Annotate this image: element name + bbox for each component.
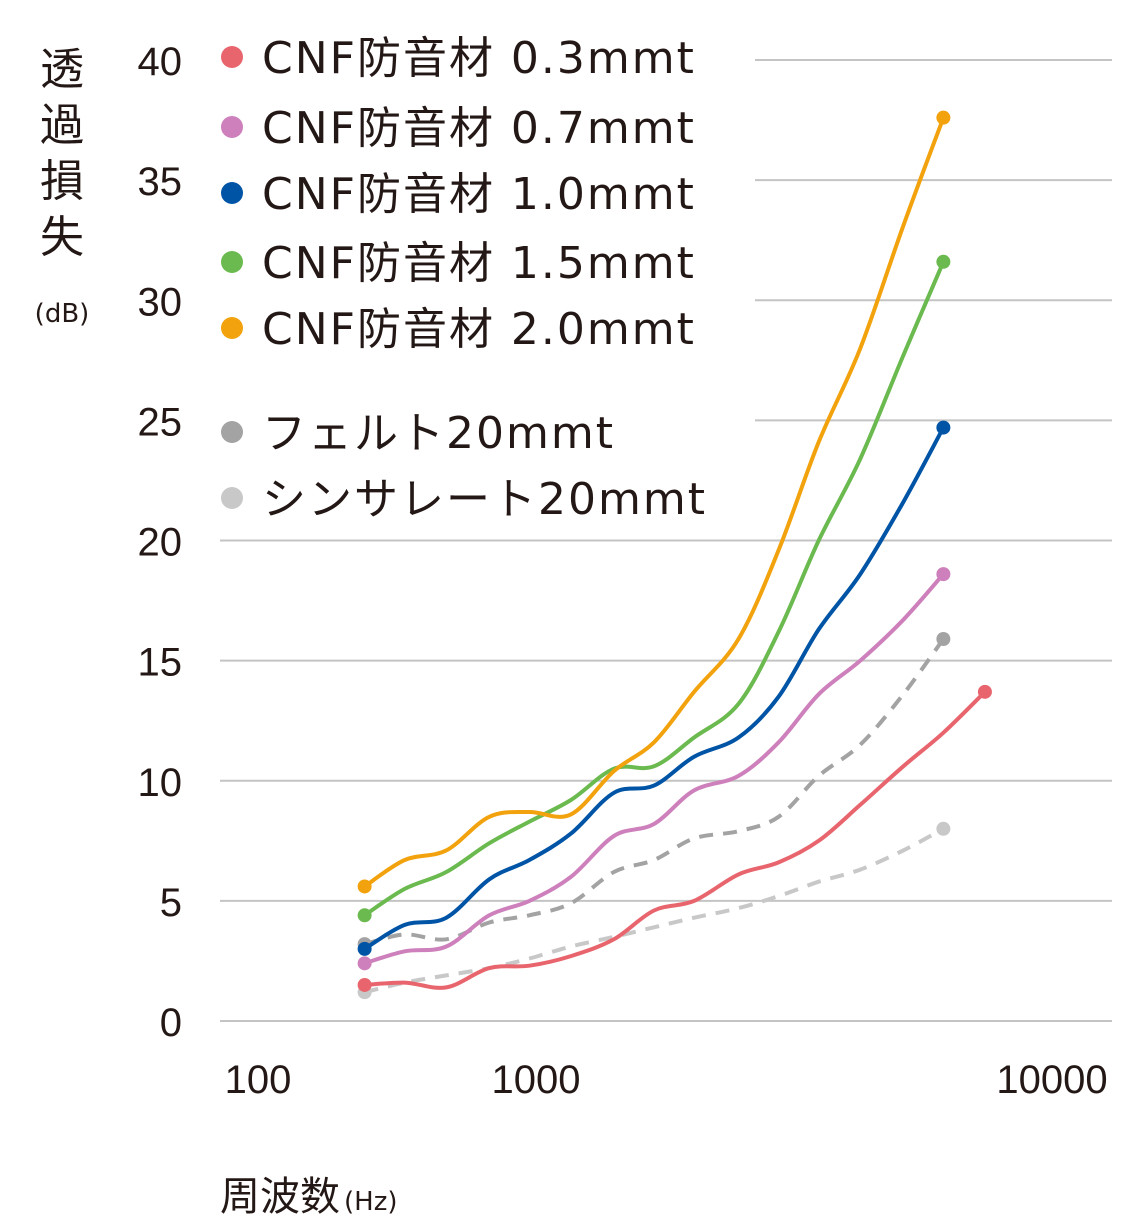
y-axis-label-char: 透 bbox=[40, 44, 84, 95]
legend: CNF防音材 0.3mmt CNF防音材 0.7mmt CNF防音材 1.0mmt C… bbox=[221, 33, 707, 525]
series-end-marker bbox=[977, 684, 992, 699]
y-axis-label-char: 失 bbox=[40, 212, 84, 263]
legend-marker bbox=[221, 46, 243, 68]
x-tick-label: 1000 bbox=[492, 1058, 581, 1102]
y-tick-label: 5 bbox=[160, 881, 182, 925]
y-axis-label-char: 損 bbox=[40, 156, 84, 207]
series-end-marker bbox=[936, 420, 951, 435]
legend-label: CNF防音材 1.5mmt bbox=[262, 238, 696, 289]
series-end-marker bbox=[936, 110, 951, 125]
y-tick-label: 20 bbox=[138, 521, 183, 565]
series-start-marker bbox=[357, 956, 372, 971]
series-line-6 bbox=[364, 827, 945, 995]
series-end-marker bbox=[936, 567, 951, 582]
y-tick-label: 30 bbox=[138, 280, 183, 324]
gridlines bbox=[220, 59, 1112, 1022]
series-end-marker bbox=[936, 254, 951, 269]
series-line-3 bbox=[362, 259, 946, 918]
series-start-marker bbox=[357, 908, 372, 923]
legend-label: CNF防音材 1.0mmt bbox=[262, 169, 696, 220]
x-tick-label: 10000 bbox=[996, 1058, 1107, 1102]
legend-marker bbox=[221, 487, 243, 509]
y-axis-unit: (dB) bbox=[35, 299, 90, 329]
series-end-marker bbox=[936, 821, 951, 836]
y-tick-label: 25 bbox=[138, 400, 183, 444]
series-lines bbox=[357, 110, 992, 1000]
y-tick-label: 15 bbox=[138, 641, 183, 685]
y-axis-label-char: 過 bbox=[40, 100, 84, 151]
y-tick-label: 35 bbox=[138, 160, 183, 204]
series-start-marker bbox=[357, 977, 372, 992]
series-start-marker bbox=[357, 879, 372, 894]
legend-label: フェルト20mmt bbox=[262, 408, 615, 459]
y-tick-label: 40 bbox=[138, 40, 183, 84]
legend-marker bbox=[221, 251, 243, 273]
series-line-4 bbox=[362, 115, 946, 889]
legend-marker bbox=[221, 116, 243, 138]
legend-marker bbox=[221, 317, 243, 339]
series-line-1 bbox=[362, 572, 946, 966]
legend-label: CNF防音材 0.3mmt bbox=[262, 33, 696, 84]
series-end-marker bbox=[936, 632, 951, 647]
legend-label: シンサレート20mmt bbox=[262, 474, 707, 525]
legend-marker bbox=[221, 182, 243, 204]
x-axis-unit: (Hz) bbox=[344, 1187, 398, 1217]
y-tick-label: 10 bbox=[138, 761, 183, 805]
y-tick-label: 0 bbox=[160, 1001, 182, 1045]
x-axis-label: 周波数 (Hz) bbox=[220, 1174, 398, 1220]
x-axis-label-text: 周波数 bbox=[220, 1174, 340, 1220]
series-line-0 bbox=[362, 689, 987, 990]
y-tick-labels: 0 5 10 15 20 25 30 35 40 bbox=[138, 40, 183, 1045]
series-line-5 bbox=[364, 637, 946, 947]
legend-label: CNF防音材 2.0mmt bbox=[262, 304, 696, 355]
legend-label: CNF防音材 0.7mmt bbox=[262, 103, 696, 154]
series-start-marker bbox=[357, 941, 372, 956]
x-tick-labels: 100 1000 10000 bbox=[225, 1058, 1108, 1102]
series-line-2 bbox=[362, 425, 946, 951]
x-tick-label: 100 bbox=[225, 1058, 292, 1102]
legend-marker bbox=[221, 421, 243, 443]
